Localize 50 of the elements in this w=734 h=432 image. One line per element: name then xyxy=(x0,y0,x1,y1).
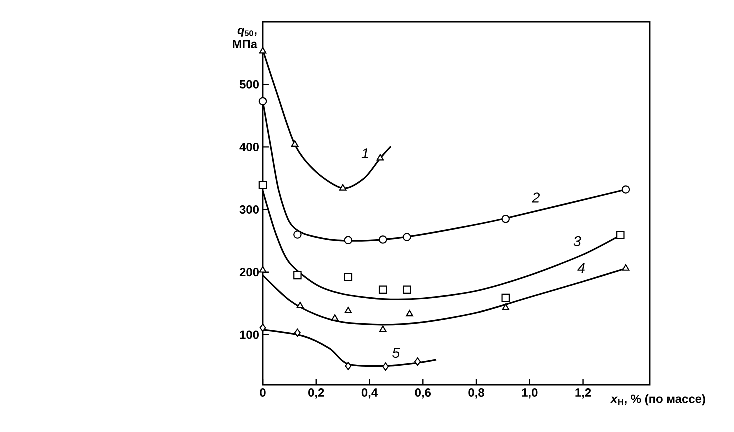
point xyxy=(331,314,339,322)
point xyxy=(379,326,387,332)
series-label: 2 xyxy=(532,192,540,203)
point xyxy=(414,358,422,366)
y-tick-label: 400 xyxy=(240,142,259,152)
point xyxy=(258,181,268,190)
point xyxy=(344,307,352,314)
x-tick-label: 0,8 xyxy=(468,388,484,399)
point xyxy=(502,294,510,302)
point xyxy=(294,328,301,338)
point xyxy=(260,324,266,332)
point xyxy=(402,233,412,242)
point xyxy=(402,286,412,294)
point xyxy=(406,310,414,317)
point xyxy=(502,304,510,310)
x-tick-label: 1,2 xyxy=(576,388,592,399)
point xyxy=(378,236,388,244)
point xyxy=(622,264,630,271)
x-tick-label: 0,2 xyxy=(308,388,324,399)
y-tick-label: 200 xyxy=(240,268,259,277)
point xyxy=(616,231,625,240)
x-tick-label: 0 xyxy=(260,388,266,397)
x-tick-label: 0,4 xyxy=(362,388,378,399)
x-tick-label: 1,0 xyxy=(522,388,538,399)
y-tick-label: 100 xyxy=(240,330,259,340)
point xyxy=(294,271,302,280)
point xyxy=(291,140,299,148)
x-axis-title: x$_{H}$, % (по массе) xyxy=(610,394,706,406)
point xyxy=(339,184,347,191)
point xyxy=(259,266,267,273)
point xyxy=(258,97,268,106)
point xyxy=(376,154,384,161)
series-label: 4 xyxy=(578,263,585,274)
point xyxy=(382,362,390,371)
y-axis-title: q$_{50}$, МПа xyxy=(233,28,258,48)
point xyxy=(345,362,352,370)
point xyxy=(378,286,388,294)
y-tick-label: 300 xyxy=(240,206,259,214)
y-tick-label: 500 xyxy=(240,80,259,89)
x-tick-label: 0,6 xyxy=(415,388,432,399)
series-label: 1 xyxy=(362,148,368,158)
point xyxy=(296,302,304,308)
point xyxy=(294,230,302,239)
point xyxy=(344,273,353,282)
point xyxy=(622,186,630,194)
series-label: 3 xyxy=(574,236,582,247)
point xyxy=(344,236,353,245)
point xyxy=(259,47,267,54)
point xyxy=(502,215,510,224)
series-label: 5 xyxy=(392,348,400,358)
